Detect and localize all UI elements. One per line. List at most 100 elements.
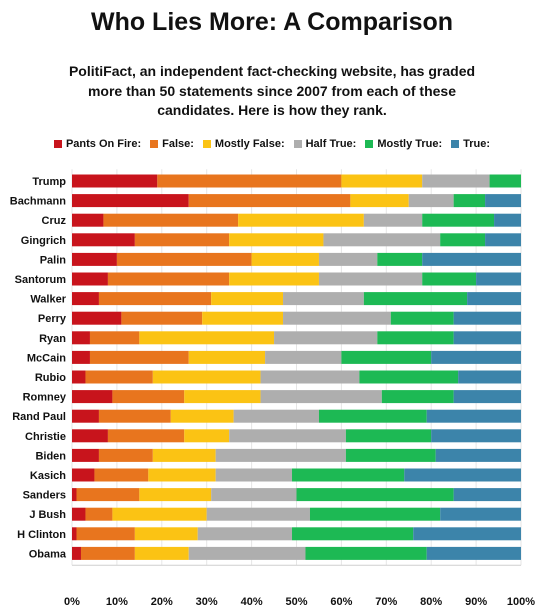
bar-segment [296,488,454,502]
category-label: Gingrich [21,235,67,247]
bar-segment [426,409,521,423]
x-tick-label: 0% [64,596,80,608]
bar-segment [229,429,346,443]
bar-segment [467,292,521,306]
bar-segment [422,272,477,286]
bar-segment [413,527,521,541]
bar-segment [188,194,351,208]
bar-segment [323,233,441,247]
x-tick-label: 10% [106,596,128,608]
bar-segment [72,507,86,521]
bar-segment [350,194,409,208]
bar-segment [453,390,521,404]
bar-segment [318,272,423,286]
bar-segment [377,252,423,266]
category-label: Christie [25,431,66,443]
category-label: Trump [32,176,66,188]
bar-segment [134,233,230,247]
bar-segment [485,233,521,247]
category-label: H Clinton [17,529,66,541]
bar-segment [202,311,284,325]
bar-segment [453,331,521,345]
bar-segment [283,311,391,325]
bar-segment [431,429,521,443]
bar-segment [72,429,108,443]
bar-segment [72,174,158,188]
bar-segment [134,546,189,560]
bar-segment [229,233,324,247]
legend-item: Pants On Fire: [53,138,141,150]
bar-segment [98,292,212,306]
bar-segment [426,546,521,560]
bar-segment [390,311,454,325]
category-label: Rubio [35,372,66,384]
bar-segment [458,370,521,384]
x-tick-label: 100% [507,596,535,608]
bar-segment [107,429,185,443]
bar-segment [139,331,275,345]
bar-segment [341,174,423,188]
bar-segment [85,507,113,521]
bar-segment [305,546,427,560]
bar-segment [453,311,521,325]
bar-segment [260,370,360,384]
category-label: Santorum [15,274,67,286]
bar-segment [72,390,113,404]
legend-swatch [53,140,62,148]
bar-segment [188,546,306,560]
bar-segment [318,409,427,423]
x-tick-label: 80% [420,596,442,608]
bar-segment [422,174,490,188]
category-label: Rand Paul [12,411,66,423]
bar-segment [485,194,521,208]
bar-segment [72,350,90,364]
bar-segment [260,390,382,404]
bar-segment [494,213,521,227]
legend-label: True: [463,138,491,150]
bar-segment [404,468,521,482]
bar-segment [408,194,454,208]
bar-segment [76,527,135,541]
bar-segment [440,507,521,521]
category-label: Bachmann [10,196,67,208]
bar-segment [72,448,99,462]
legend-label: Mostly True: [377,138,443,150]
category-label: Obama [29,548,67,560]
category-label: Romney [23,392,67,404]
bar-segment [107,272,230,286]
bar-segment [292,468,405,482]
bar-segment [112,507,207,521]
bar-segment [72,331,90,345]
legend: Pants On Fire: False: Mostly False: Half Tr… [0,138,544,150]
bar-segment [265,350,342,364]
bar-segment [211,488,297,502]
legend-swatch [451,140,460,148]
bar-segment [72,527,77,541]
bar-segment [377,331,454,345]
bar-segment [188,350,266,364]
bar-segment [72,311,122,325]
bar-segment [345,448,436,462]
category-label: McCain [27,352,66,364]
bar-segment [215,468,293,482]
bar-segment [238,213,364,227]
bar-segment [85,370,153,384]
bar-segment [148,468,216,482]
bar-segment [292,527,414,541]
bar-segment [170,409,234,423]
x-tick-label: 50% [285,596,307,608]
bar-segment [121,311,203,325]
bar-segment [157,174,342,188]
x-tick-label: 70% [375,596,397,608]
bar-segment [152,448,216,462]
legend-swatch [202,140,211,148]
category-label: Palin [40,254,67,266]
bar-segment [134,527,198,541]
legend-label: Mostly False: [214,138,285,150]
x-tick-label: 20% [151,596,173,608]
bar-segment [72,272,108,286]
legend-item: Half True: [293,138,357,150]
legend-label: Half True: [305,138,357,150]
category-label: Kasich [30,470,66,482]
